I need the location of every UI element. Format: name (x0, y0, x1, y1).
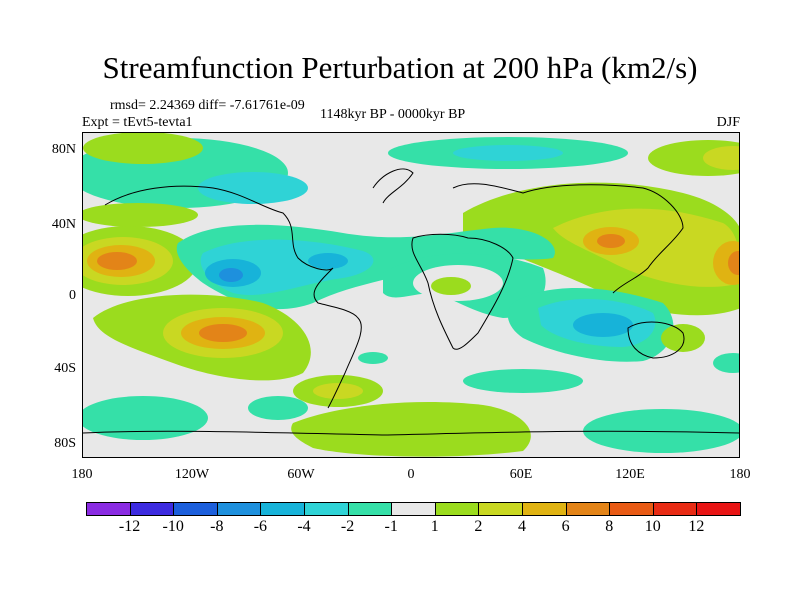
lat-tick-label: 40N (51, 217, 76, 232)
colorbar-swatch (434, 502, 480, 516)
experiment-label: Expt = tEvt5-tevta1 (82, 115, 193, 130)
colorbar-swatch (609, 502, 654, 516)
contour-region (358, 352, 388, 364)
contour-region (583, 409, 739, 453)
colorbar-level-label: 4 (518, 518, 526, 535)
season-label: DJF (716, 115, 740, 130)
lat-tick-label: 0 (69, 288, 76, 303)
contour-region (83, 133, 203, 164)
contour-region (248, 396, 308, 420)
colorbar-level-label: -6 (253, 518, 268, 535)
stats-label: rmsd= 2.24369 diff= -7.61761e-09 (110, 98, 305, 113)
colorbar-level-label: -8 (210, 518, 224, 535)
lon-tick-label: 120W (174, 467, 210, 482)
contour-region (553, 208, 739, 287)
coastline (627, 321, 685, 359)
colorbar-level-label: -4 (297, 518, 311, 535)
contour-region (199, 324, 247, 342)
colorbar-level-label: 8 (605, 518, 614, 535)
lat-tick-label: 80S (54, 436, 76, 451)
contour-region (463, 369, 583, 393)
period-label: 1148kyr BP - 0000kyr BP (320, 107, 466, 122)
colorbar-swatch (696, 502, 741, 516)
contour-region (573, 313, 633, 337)
colorbar-level-label: -2 (340, 518, 355, 535)
lon-tick-label: 60E (509, 467, 533, 482)
map-panel (82, 132, 740, 458)
colorbar-swatch (478, 502, 523, 516)
contour-region (97, 252, 137, 270)
contour-region (703, 146, 739, 170)
coastline (104, 185, 362, 409)
lon-tick-label: 180 (729, 467, 751, 482)
colorbar-swatch (522, 502, 567, 516)
colorbar-level-label: -1 (384, 518, 398, 535)
contour-region (308, 253, 348, 269)
colorbar-level-label: 1 (430, 518, 439, 535)
lon-tick-label: 120E (615, 467, 645, 482)
coastline (452, 183, 684, 294)
coastline (411, 233, 514, 350)
lon-tick-label: 0 (407, 467, 415, 482)
lat-tick-label: 80N (51, 142, 76, 157)
colorbar-swatch (216, 502, 262, 516)
colorbar-swatch (86, 502, 131, 516)
contour-region (219, 268, 243, 282)
colorbar-level-label: 12 (688, 518, 705, 535)
colorbar-level-label: -10 (162, 518, 184, 535)
map-title: Streamfunction Perturbation at 200 hPa (… (102, 50, 698, 85)
contour-region (713, 353, 739, 373)
coastline (83, 430, 739, 436)
colorbar-swatch (260, 502, 305, 516)
coastline (372, 168, 414, 204)
lon-tick-label: 180 (71, 467, 93, 482)
contour-region (661, 324, 705, 352)
contour-region (728, 251, 739, 275)
lat-tick-label: 40S (54, 361, 76, 376)
colorbar-swatch (304, 502, 349, 516)
colorbar-level-label: 2 (474, 518, 483, 535)
colorbar-swatch (173, 502, 218, 516)
contour-region (198, 172, 308, 204)
colorbar-swatch (391, 502, 436, 516)
colorbar-swatch (652, 502, 698, 516)
colorbar-swatch (347, 502, 393, 516)
contour-region (83, 203, 198, 227)
contour-region (453, 145, 563, 161)
colorbar-level-label: 6 (561, 518, 570, 535)
colorbar-swatch (129, 502, 175, 516)
contour-region (291, 402, 531, 457)
contour-region (597, 234, 625, 248)
colorbar-level-label: -12 (118, 518, 141, 535)
lon-tick-label: 60W (287, 467, 315, 482)
contour-region (83, 396, 208, 440)
contour-region (713, 241, 739, 285)
contour-region (313, 383, 363, 399)
contour-map (83, 133, 739, 457)
colorbar-level-label: 10 (644, 518, 661, 535)
colorbar-swatch (565, 502, 611, 516)
contour-region (431, 277, 471, 295)
